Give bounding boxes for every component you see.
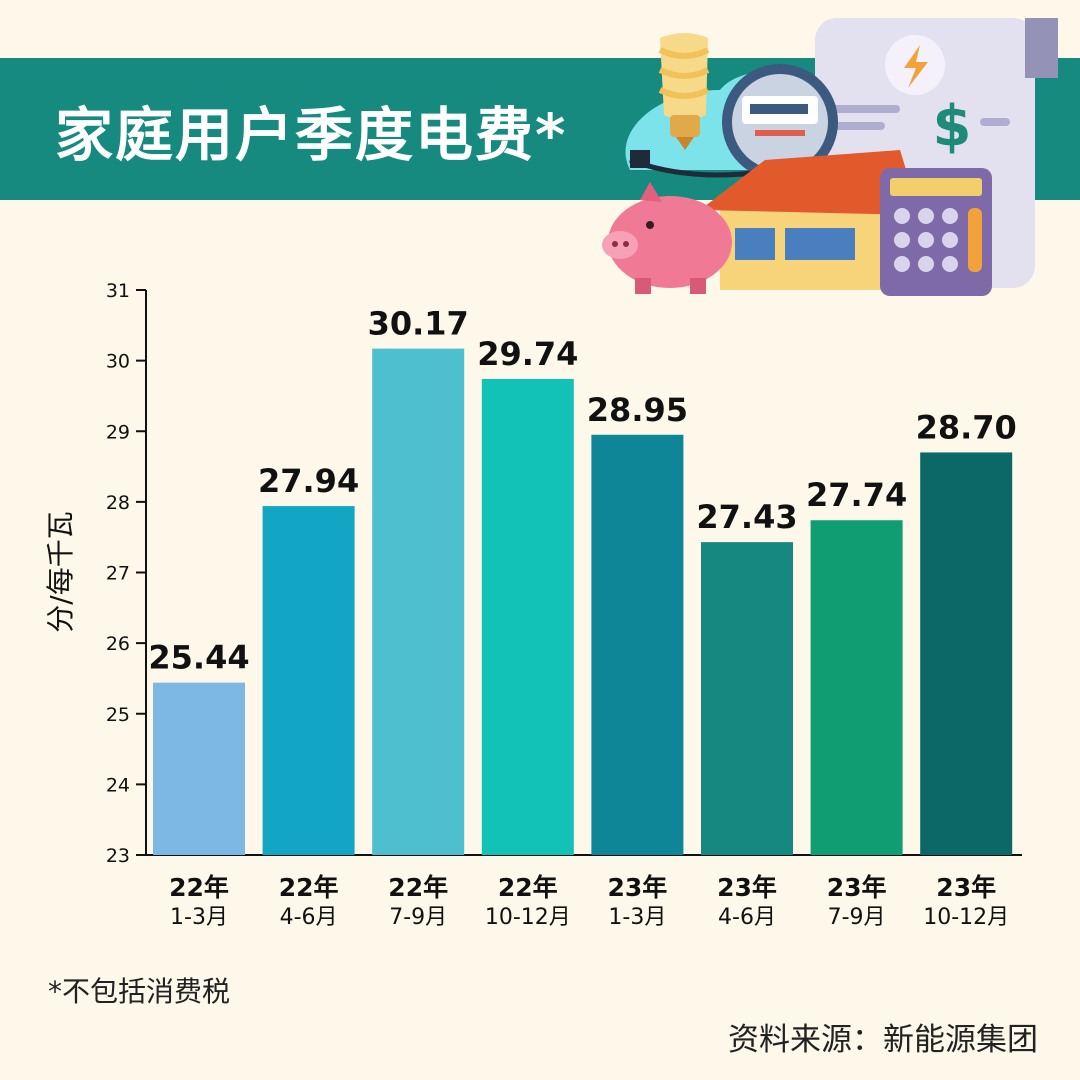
calculator-icon	[880, 168, 992, 296]
x-tick-label-period: 4-6月	[718, 905, 776, 930]
y-tick-label: 27	[106, 563, 130, 585]
x-tick-label-year: 23年	[936, 873, 996, 902]
data-label: 28.95	[587, 391, 688, 429]
bar	[810, 520, 903, 855]
footnote: *不包括消费税	[48, 975, 231, 1008]
y-tick-label: 26	[106, 633, 130, 655]
chart-bars	[153, 348, 1013, 855]
page-title: 家庭用户季度电费*	[55, 101, 568, 169]
household-bill-illustration: $	[602, 18, 1058, 296]
bar	[591, 434, 684, 855]
y-tick-label: 29	[106, 421, 130, 443]
y-tick-label: 23	[106, 845, 130, 867]
y-tick-label: 31	[106, 280, 130, 302]
x-tick-label-period: 1-3月	[170, 905, 228, 930]
x-tick-label-period: 7-9月	[828, 905, 886, 930]
x-tick-label-period: 10-12月	[485, 905, 571, 930]
bar	[920, 452, 1013, 855]
y-tick-label: 30	[106, 351, 130, 373]
data-label: 28.70	[916, 408, 1017, 446]
bar	[153, 682, 245, 855]
data-label: 27.74	[806, 476, 907, 514]
data-label: 25.44	[148, 639, 249, 677]
x-tick-label-period: 10-12月	[923, 905, 1009, 930]
data-label: 27.94	[258, 462, 359, 500]
bar	[262, 506, 355, 855]
x-tick-label-year: 22年	[498, 873, 558, 902]
svg-text:$: $	[933, 94, 972, 159]
x-tick-label-year: 22年	[279, 873, 339, 902]
chart-labels: 25.44 22年 1-3月 27.94 22年 4-6月 30.17 22年 7-9月 29.7…	[148, 305, 1016, 930]
x-tick-label-year: 22年	[169, 873, 229, 902]
chart-axes: 23 24 25 26 27 28 29 30 31 分/每千瓦	[44, 280, 1022, 867]
data-label: 29.74	[477, 335, 578, 373]
y-tick-label: 25	[106, 704, 130, 726]
x-tick-label-year: 23年	[827, 873, 887, 902]
light-bulb-icon	[658, 33, 710, 150]
x-tick-label-period: 7-9月	[389, 905, 447, 930]
piggy-bank-icon	[602, 182, 732, 294]
x-tick-label-period: 4-6月	[280, 905, 338, 930]
x-tick-label-year: 23年	[717, 873, 777, 902]
y-tick-label: 28	[106, 492, 130, 514]
x-tick-label-year: 23年	[608, 873, 668, 902]
bar	[372, 348, 465, 855]
x-tick-label-period: 1-3月	[608, 905, 666, 930]
y-axis-title: 分/每千瓦	[44, 511, 77, 632]
x-tick-label-year: 22年	[388, 873, 448, 902]
bar	[481, 378, 574, 855]
data-label: 30.17	[368, 305, 469, 343]
data-label: 27.43	[696, 498, 797, 536]
power-meter-icon	[629, 64, 838, 180]
y-tick-label: 24	[106, 774, 130, 796]
bar	[701, 542, 793, 855]
source-credit: 资料来源：新能源集团	[728, 1022, 1038, 1058]
